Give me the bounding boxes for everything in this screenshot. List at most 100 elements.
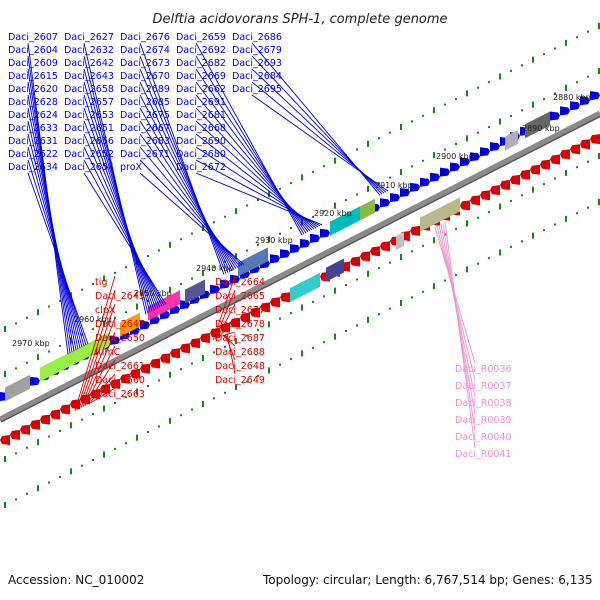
tick-mark	[147, 431, 149, 434]
tick-mark	[15, 452, 17, 455]
forward-gene-label: Daci_2679	[232, 45, 282, 56]
tick-mark	[510, 245, 512, 248]
tick-mark	[587, 160, 589, 163]
forward-gene-label: Daci_2686	[232, 32, 282, 43]
forward-gene-label: Daci_2624	[8, 110, 58, 121]
forward-gene-label: Daci_2632	[64, 45, 114, 56]
tick-mark	[114, 401, 116, 404]
reverse-gene-label-leader	[214, 289, 236, 340]
gene-tracks	[0, 91, 600, 445]
forward-gene-label: Daci_2669	[176, 71, 226, 82]
tick-mark	[125, 266, 127, 269]
tick-mark	[191, 232, 193, 235]
tick-mark	[169, 371, 171, 378]
gene-block	[330, 206, 360, 236]
tick-mark	[301, 304, 303, 311]
forward-gene-label: Daci_2653	[64, 110, 114, 121]
forward-gene	[590, 91, 600, 101]
gene-block	[396, 231, 404, 251]
reverse-gene	[570, 144, 580, 155]
forward-gene-label-leader	[195, 172, 323, 226]
reverse-gene-label-leader	[222, 334, 236, 347]
forward-gene-label: Daci_2681	[176, 110, 226, 121]
forward-gene-label: Daci_2615	[8, 71, 58, 82]
tick-mark	[411, 165, 413, 168]
tick-mark	[70, 422, 72, 429]
forward-gene-label: Daci_2657	[64, 97, 114, 108]
forward-gene-label: Daci_2671	[120, 149, 170, 160]
reverse-gene	[130, 368, 140, 379]
forward-gene	[420, 177, 430, 187]
forward-gene	[440, 167, 450, 177]
tick-mark	[488, 81, 490, 84]
forward-gene-label-leader	[83, 146, 163, 307]
tick-mark	[235, 253, 237, 260]
tick-mark	[4, 370, 6, 377]
forward-gene-label: Daci_2689	[120, 84, 170, 95]
tick-mark	[488, 257, 490, 260]
tick-mark	[92, 283, 94, 286]
tick-mark	[213, 266, 215, 269]
tick-mark	[576, 81, 578, 84]
forward-gene-label: Daci_2607	[8, 32, 58, 43]
tick-mark	[466, 90, 468, 97]
tick-mark	[598, 153, 600, 160]
tick-mark	[125, 311, 127, 314]
reverse-gene	[110, 378, 120, 389]
tick-mark	[510, 199, 512, 202]
reverse-gene-label: Daci_2645	[95, 291, 145, 302]
tick-mark	[169, 417, 171, 424]
tick-mark	[158, 425, 160, 428]
tick-mark	[290, 182, 292, 185]
forward-gene-label-leader	[83, 42, 147, 315]
tick-mark	[488, 211, 490, 214]
forward-gene-label: Daci_2642	[64, 58, 114, 69]
tick-mark	[246, 380, 248, 383]
tick-mark	[532, 101, 534, 108]
forward-gene-label-leader	[195, 159, 321, 227]
forward-gene-label: Daci_2684	[232, 71, 282, 82]
tick-mark	[455, 227, 457, 230]
reverse-gene-label: Daci_2650	[95, 333, 145, 344]
scale-label: 2930 kbp	[255, 236, 293, 245]
forward-gene-label: Daci_2695	[232, 84, 282, 95]
tick-mark	[158, 249, 160, 252]
reverse-gene-label: Daci_2665	[215, 291, 265, 302]
forward-gene-label: Daci_2656	[64, 136, 114, 147]
gene-block	[360, 198, 375, 221]
tick-mark	[400, 169, 402, 175]
forward-gene-label-leader	[251, 94, 389, 192]
reverse-gene-label: Daci_2688	[215, 347, 265, 358]
reverse-gene	[510, 174, 520, 185]
tick-mark	[345, 284, 347, 287]
tick-mark	[378, 313, 380, 316]
reverse-gene-label-leader	[84, 345, 116, 406]
reverse-gene	[540, 159, 550, 170]
tick-mark	[312, 300, 314, 303]
tick-mark	[246, 204, 248, 207]
tick-mark	[488, 126, 490, 129]
forward-gene-label-leader	[83, 159, 165, 306]
reverse-gene	[40, 414, 50, 425]
tick-mark	[510, 69, 512, 72]
tick-mark	[26, 316, 28, 319]
reverse-gene-label-leader	[74, 275, 116, 411]
tick-mark	[532, 232, 534, 239]
tick-mark	[389, 176, 391, 179]
reverse-gene	[10, 429, 20, 440]
tick-mark	[367, 140, 369, 147]
tick-mark	[565, 84, 567, 91]
forward-gene-label-leader	[83, 120, 159, 309]
reverse-gene	[520, 169, 530, 180]
reverse-gene	[230, 317, 240, 328]
tick-mark	[81, 418, 83, 421]
forward-gene-label: Daci_2622	[8, 149, 58, 160]
forward-gene-label-leader	[139, 94, 233, 271]
reverse-gene	[200, 333, 210, 343]
tick-mark	[433, 237, 435, 244]
tick-mark	[136, 434, 138, 441]
tick-mark	[598, 68, 600, 75]
forward-gene-label: Daci_2604	[8, 45, 58, 56]
forward-gene	[410, 182, 420, 192]
tick-mark	[334, 333, 336, 340]
